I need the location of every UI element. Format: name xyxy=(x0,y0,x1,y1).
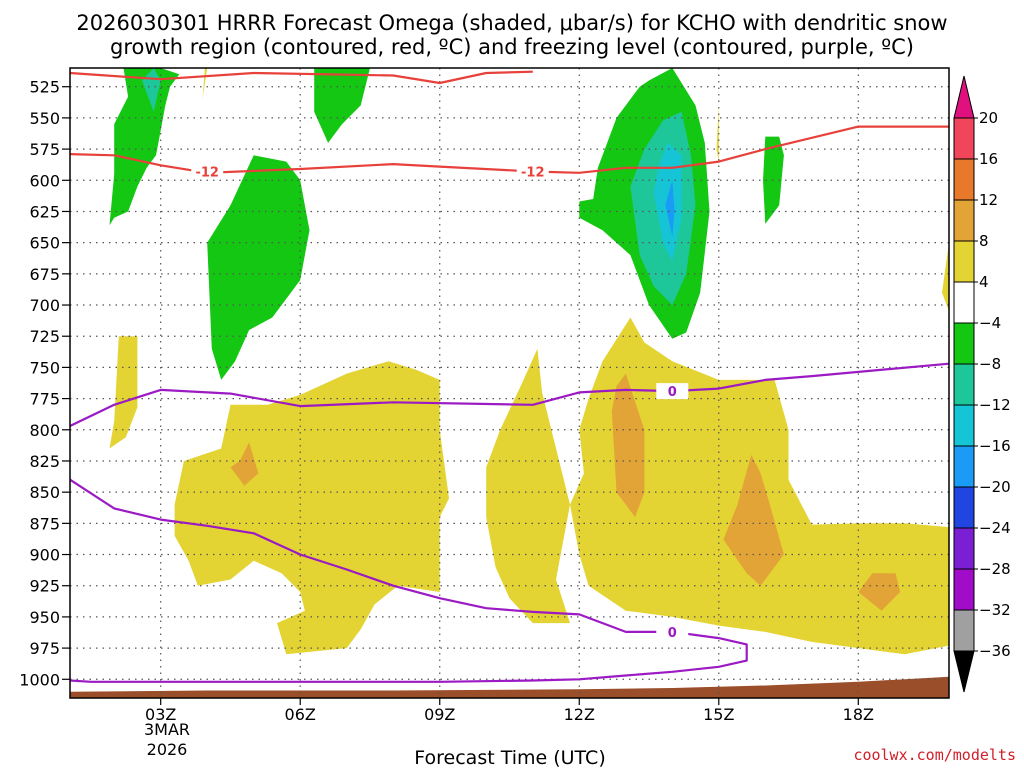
colorbar-label-0: 20 xyxy=(979,109,998,127)
contour-label-dgz-2-bg xyxy=(516,163,549,180)
contour-label-freezing-1: 0 xyxy=(656,383,689,400)
y-tick-label-850: 850 xyxy=(29,483,60,502)
colorbar-label-7: −12 xyxy=(979,396,1011,414)
credit-link[interactable]: coolwx.com/modelts xyxy=(853,746,1016,764)
colorbar-label-3: 8 xyxy=(979,232,989,250)
contour-label-freezing-2-bg xyxy=(656,623,689,640)
y-tick-label-975: 975 xyxy=(29,639,60,658)
y-tick-label-925: 925 xyxy=(29,577,60,596)
colorbar-label-6: −8 xyxy=(979,355,1001,373)
omega-shading xyxy=(109,68,949,655)
y-tick-label-775: 775 xyxy=(29,390,60,409)
contour-label-freezing-2-text: 0 xyxy=(668,626,677,641)
contour-label-freezing-2: 0 xyxy=(656,623,689,641)
chart-title-line1: 2026030301 HRRR Forecast Omega (shaded, … xyxy=(76,11,947,35)
contour-label-dgz-1-text: -12 xyxy=(195,166,219,181)
y-tick-label-750: 750 xyxy=(29,358,60,377)
omega-region-1-3 xyxy=(858,573,901,611)
colorbar-label-2: 12 xyxy=(979,191,998,209)
contour-label-dgz-1: -12 xyxy=(191,163,224,181)
x-date-month: 3MAR xyxy=(144,720,190,739)
colorbar-label-13: −36 xyxy=(979,642,1011,660)
colorbar-label-9: −20 xyxy=(979,478,1011,496)
contour-freezing_upper xyxy=(70,362,949,427)
omega-region-0-2 xyxy=(486,348,570,624)
chart-title-line2: growth region (contoured, red, ºC) and f… xyxy=(110,35,914,59)
omega-region-2-1 xyxy=(207,155,310,380)
omega-region-0-4 xyxy=(716,105,719,162)
x-tick-label-06Z: 06Z xyxy=(285,705,316,724)
colorbar-label-10: −24 xyxy=(979,519,1011,537)
contour-label-dgz-2: -12 xyxy=(516,163,549,181)
colorbar-swatch-2 xyxy=(953,199,975,242)
terrain-fill xyxy=(70,676,949,698)
colorbar-swatch-7 xyxy=(953,404,975,447)
colorbar-label-12: −32 xyxy=(979,601,1011,619)
colorbar-swatch-6 xyxy=(953,363,975,406)
y-tick-label-725: 725 xyxy=(29,327,60,346)
colorbar-label-8: −16 xyxy=(979,437,1011,455)
x-tick-label-03Z: 03Z xyxy=(145,705,176,724)
x-axis-label: Forecast Time (UTC) xyxy=(414,747,605,768)
y-tick-label-900: 900 xyxy=(29,546,60,565)
omega-region-1-0 xyxy=(230,442,259,486)
pressure-axis: 525 550 575 600 625 650 675 700 725 750 775 800 825 8… xyxy=(19,78,70,689)
colorbar-swatch-4 xyxy=(953,281,975,324)
y-tick-label-600: 600 xyxy=(29,171,60,190)
colorbar-swatch-12 xyxy=(953,609,975,652)
omega-region-2-2 xyxy=(314,68,370,143)
contour-label-dgz-2-text: -12 xyxy=(521,166,545,181)
y-tick-label-700: 700 xyxy=(29,296,60,315)
colorbar-swatch-8 xyxy=(953,445,975,488)
terrain-ground xyxy=(70,676,949,698)
colorbar-label-11: −28 xyxy=(979,560,1011,578)
contour-labels: -12 -12 0 0 xyxy=(191,163,689,641)
y-tick-label-575: 575 xyxy=(29,140,60,159)
plot-frame xyxy=(69,67,950,699)
omega-region-0-0 xyxy=(109,336,138,449)
x-tick-label-12Z: 12Z xyxy=(564,705,595,724)
contour-label-freezing-1-bg xyxy=(656,383,689,400)
colorbar-under-triangle xyxy=(953,650,975,693)
colorbar-swatch-11 xyxy=(953,568,975,611)
colorbar-over-triangle xyxy=(953,75,975,119)
x-tick-label-09Z: 09Z xyxy=(424,705,455,724)
x-tick-label-18Z: 18Z xyxy=(843,705,874,724)
y-tick-label-875: 875 xyxy=(29,514,60,533)
contour-label-freezing-1-text: 0 xyxy=(668,385,677,400)
colorbar-swatch-10 xyxy=(953,527,975,570)
x-date-year: 2026 xyxy=(147,740,188,759)
colorbar-swatch-1 xyxy=(953,158,975,201)
omega-region-1-1 xyxy=(611,373,645,518)
omega-region-0-5 xyxy=(942,242,949,312)
omega-region-2-0 xyxy=(109,68,180,226)
y-tick-label-525: 525 xyxy=(29,78,60,97)
y-tick-label-675: 675 xyxy=(29,265,60,284)
colorbar-swatch-0 xyxy=(953,117,975,160)
y-tick-label-800: 800 xyxy=(29,421,60,440)
colorbar: 20 16 12 8 4 −4 −8 −12 −16 −20 −24 −28 −32 −36 xyxy=(953,75,1011,693)
time-axis: 03Z 06Z 09Z 12Z 15Z 18Z xyxy=(145,698,874,724)
y-tick-label-650: 650 xyxy=(29,234,60,253)
colorbar-swatch-9 xyxy=(953,486,975,529)
omega-region-0-6 xyxy=(202,68,208,100)
y-tick-label-825: 825 xyxy=(29,452,60,471)
contour-label-dgz-1-bg xyxy=(191,163,224,180)
contour-dgz_minus12_upper xyxy=(70,70,533,85)
colorbar-label-4: 4 xyxy=(979,273,989,291)
colorbar-label-1: 16 xyxy=(979,150,998,168)
colorbar-swatch-3 xyxy=(953,240,975,283)
y-tick-label-625: 625 xyxy=(29,202,60,221)
omega-region-5-0 xyxy=(665,180,675,237)
y-tick-label-1000: 1000 xyxy=(19,670,60,689)
y-tick-label-950: 950 xyxy=(29,608,60,627)
colorbar-swatch-5 xyxy=(953,322,975,365)
y-tick-label-550: 550 xyxy=(29,109,60,128)
omega-region-1-2 xyxy=(723,454,784,586)
x-tick-label-15Z: 15Z xyxy=(703,705,734,724)
colorbar-label-5: −4 xyxy=(979,314,1001,332)
